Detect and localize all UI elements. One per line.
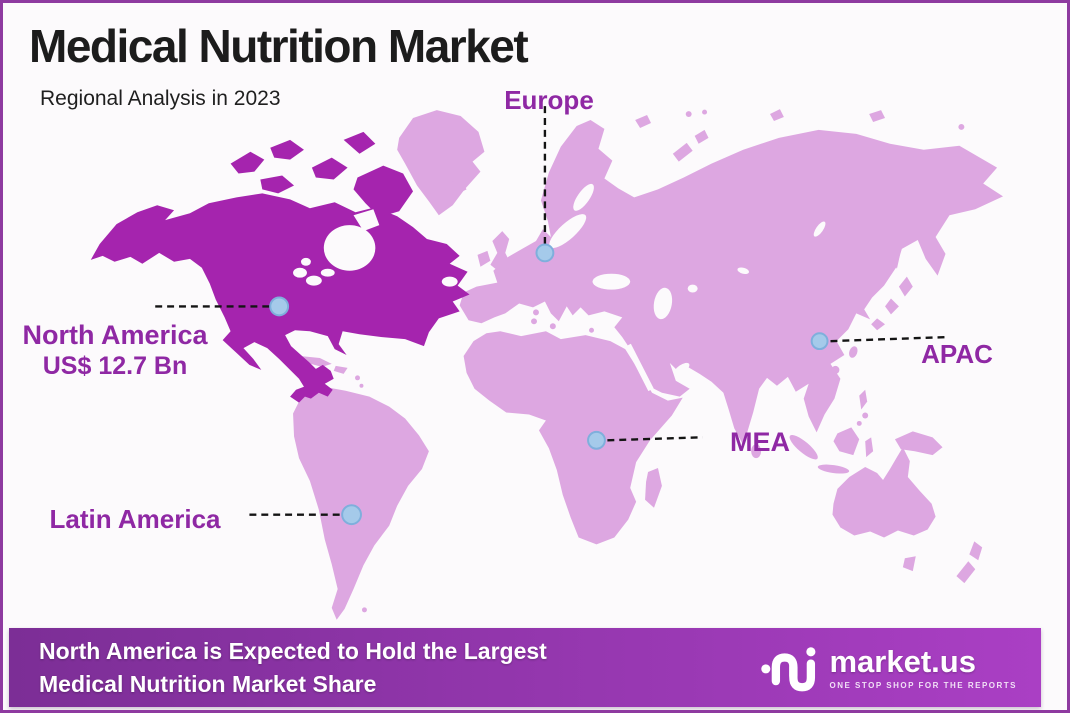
- label-north-america-name: North America: [22, 320, 208, 350]
- label-apac: APAC: [921, 339, 993, 369]
- region-uk: [490, 231, 513, 273]
- world-map: [90, 106, 1004, 620]
- region-new-guinea: [894, 431, 943, 456]
- water-cutouts: [293, 183, 826, 392]
- region-south-america: [293, 386, 429, 620]
- label-north-america-value: US$ 12.7 Bn: [42, 351, 188, 380]
- page-title: Medical Nutrition Market: [29, 20, 529, 72]
- leader-lines: [155, 106, 945, 516]
- label-latin-america: Latin America: [49, 504, 221, 534]
- region-australia: [832, 447, 936, 538]
- region-japan: [898, 276, 913, 297]
- marketus-logo: market.us ONE STOP SHOP FOR THE REPORTS: [761, 639, 1017, 697]
- label-europe: Europe: [504, 85, 594, 115]
- region-indonesia: [789, 435, 818, 460]
- footer-banner-line1: North America is Expected to Hold the La…: [39, 637, 547, 664]
- region-iceland: [444, 179, 467, 196]
- world-regions-group: [293, 109, 1004, 620]
- marker-europe: [535, 243, 555, 263]
- marketus-logo-icon: [761, 646, 816, 691]
- footer-banner-line2: Medical Nutrition Market Share: [39, 670, 377, 697]
- leader-line-mea: [607, 436, 703, 442]
- marker-apac: [810, 332, 829, 351]
- marketus-logo-text: market.us: [829, 643, 976, 679]
- page-subtitle: Regional Analysis in 2023: [40, 87, 281, 110]
- marketus-logo-tagline: ONE STOP SHOP FOR THE REPORTS: [829, 680, 1017, 690]
- marker-latam: [341, 504, 362, 526]
- region-greenland: [397, 110, 485, 216]
- marker-mea: [587, 430, 606, 450]
- region-africa: [463, 331, 683, 545]
- label-mea: MEA: [730, 427, 790, 457]
- marker-north-america: [269, 296, 290, 317]
- region-madagascar: [645, 468, 662, 508]
- footer-banner-text: North America is Expected to Hold the La…: [39, 635, 547, 700]
- markers: [269, 243, 829, 526]
- footer-banner: North America is Expected to Hold the La…: [9, 628, 1041, 707]
- label-north-america: North America US$ 12.7 Bn: [11, 320, 219, 381]
- region-eurasia: [459, 120, 1004, 444]
- region-caribbean: [299, 356, 332, 367]
- region-new-zealand: [969, 541, 983, 561]
